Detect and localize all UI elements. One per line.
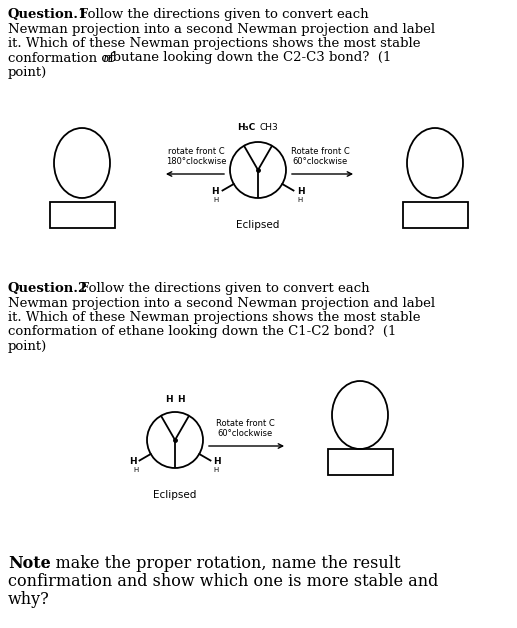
Text: rotate front C: rotate front C	[168, 147, 224, 156]
Text: why?: why?	[8, 591, 50, 608]
Text: point): point)	[8, 340, 47, 353]
Text: -butane looking down the C2-C3 bond?  (1: -butane looking down the C2-C3 bond? (1	[108, 51, 391, 65]
Text: Rotate front C: Rotate front C	[291, 147, 349, 156]
Text: Question.1: Question.1	[8, 8, 88, 21]
Text: H: H	[297, 197, 302, 203]
Text: H: H	[177, 395, 185, 404]
Text: Eclipsed: Eclipsed	[236, 220, 280, 230]
Text: 180°clockwise: 180°clockwise	[166, 157, 226, 166]
Text: Question.2: Question.2	[8, 282, 88, 295]
Text: confirmation and show which one is more stable and: confirmation and show which one is more …	[8, 573, 438, 590]
Text: it. Which of these Newman projections shows the most stable: it. Which of these Newman projections sh…	[8, 311, 420, 324]
Text: Newman projection into a second Newman projection and label: Newman projection into a second Newman p…	[8, 296, 435, 310]
Text: Eclipsed: Eclipsed	[154, 490, 196, 500]
Text: : make the proper rotation, name the result: : make the proper rotation, name the res…	[45, 555, 401, 572]
Text: CH3: CH3	[259, 123, 278, 132]
Text: H: H	[213, 467, 218, 473]
Text: Follow the directions given to convert each: Follow the directions given to convert e…	[76, 282, 370, 295]
Text: H₃C: H₃C	[237, 123, 255, 132]
Bar	[327, 449, 392, 475]
Text: H: H	[297, 188, 305, 197]
Text: Note: Note	[8, 555, 51, 572]
Text: it. Which of these Newman projections shows the most stable: it. Which of these Newman projections sh…	[8, 37, 420, 50]
Text: Follow the directions given to convert each: Follow the directions given to convert e…	[75, 8, 369, 21]
Text: conformation of: conformation of	[8, 51, 118, 65]
Text: point): point)	[8, 66, 47, 79]
Text: H: H	[214, 197, 219, 203]
Text: Newman projection into a second Newman projection and label: Newman projection into a second Newman p…	[8, 23, 435, 36]
Text: H: H	[129, 458, 137, 467]
Text: Rotate front C: Rotate front C	[216, 419, 275, 428]
Text: H: H	[134, 467, 139, 473]
Text: 60°clockwise: 60°clockwise	[293, 157, 347, 166]
Text: conformation of ethane looking down the C1-C2 bond?  (1: conformation of ethane looking down the …	[8, 325, 397, 338]
Text: H: H	[213, 458, 221, 467]
Text: n: n	[102, 51, 111, 65]
Text: H: H	[211, 188, 219, 197]
Text: 60°clockwise: 60°clockwise	[217, 429, 272, 438]
Bar	[50, 202, 114, 228]
Text: H: H	[165, 395, 173, 404]
Bar	[403, 202, 467, 228]
